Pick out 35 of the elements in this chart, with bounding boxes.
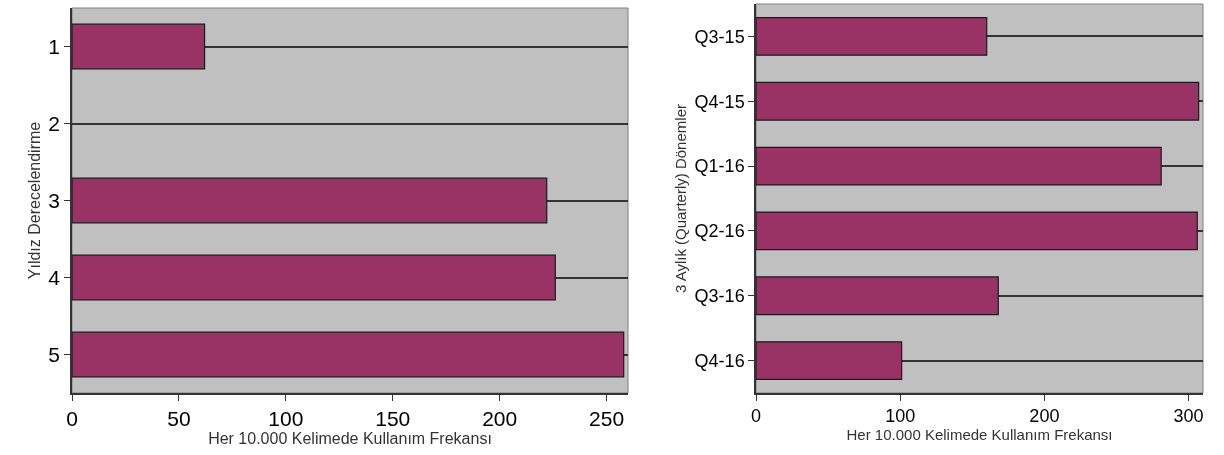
bar (756, 146, 1162, 186)
bar (72, 331, 625, 378)
x-tick-label: 300 (1173, 406, 1204, 427)
x-axis-title: Her 10.000 Kelimede Kullanım Frekansı (208, 429, 492, 447)
bar (756, 276, 999, 316)
y-tick-label: 2 (48, 111, 61, 135)
y-tick-label: 1 (48, 34, 61, 58)
x-tick-label: 100 (268, 406, 304, 430)
x-tick-label: 0 (750, 406, 762, 427)
y-axis-title: Yıldız Derecelendirme (25, 121, 43, 280)
x-tick-label: 250 (589, 406, 625, 430)
bar (756, 341, 903, 380)
y-axis-title: 3 Aylık (Quarterly) Dönemler (672, 104, 690, 293)
bar (756, 17, 988, 56)
x-axis-title: Her 10.000 Kelimede Kullanım Frekansı (846, 426, 1113, 444)
x-tick-label: 200 (1029, 406, 1060, 427)
y-tick-label: 4 (48, 265, 61, 289)
x-tick-label: 50 (167, 406, 191, 430)
bar (756, 211, 1198, 251)
bar (72, 254, 556, 301)
bar (72, 177, 548, 224)
y-tick-label: Q4-16 (694, 350, 745, 371)
y-tick-label: 3 (48, 188, 61, 212)
bar (756, 81, 1200, 121)
y-tick-label: Q1-16 (694, 156, 745, 177)
x-tick-label: 0 (66, 406, 78, 430)
x-tick-label: 100 (885, 406, 916, 427)
y-tick-label: 5 (48, 342, 61, 366)
bar (72, 23, 206, 70)
y-tick-label: Q4-15 (694, 91, 745, 112)
x-tick-label: 200 (482, 406, 518, 430)
x-tick-label: 150 (375, 406, 411, 430)
y-tick-label: Q2-16 (694, 221, 745, 242)
y-tick-label: Q3-15 (694, 26, 745, 47)
y-tick-label: Q3-16 (694, 286, 745, 307)
